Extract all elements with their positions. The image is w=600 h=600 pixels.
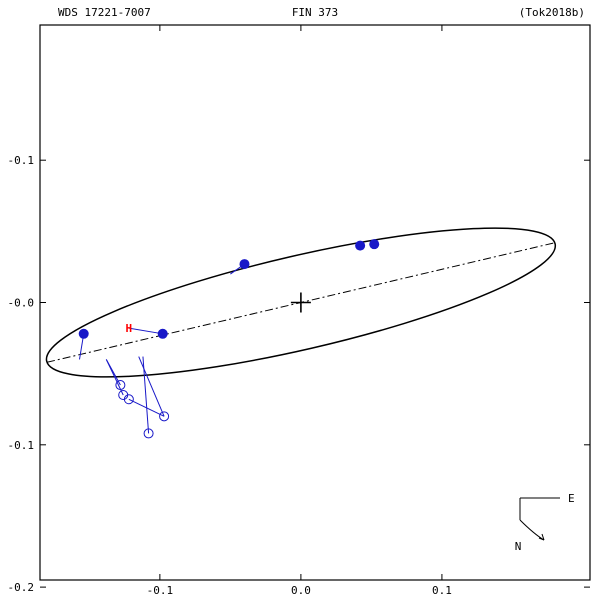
filled-point: [369, 239, 379, 249]
y-tick-label: -0.2: [8, 581, 35, 594]
epoch-marker: H: [126, 322, 133, 335]
filled-point: [79, 329, 89, 339]
y-tick-label: -0.1: [8, 439, 35, 452]
orbit-plot: WDS 17221-7007 FIN 373 (Tok2018b) -0.1 0.0 0.…: [0, 0, 600, 600]
header-left: WDS 17221-7007: [58, 6, 151, 19]
x-tick-label: -0.1: [147, 584, 174, 597]
filled-point: [158, 329, 168, 339]
x-tick-label: 0.0: [291, 584, 311, 597]
filled-point: [239, 259, 249, 269]
compass-e-label: E: [568, 492, 575, 505]
header-right: (Tok2018b): [519, 6, 585, 19]
x-tick-label: 0.1: [432, 584, 452, 597]
header-center: FIN 373: [292, 6, 338, 19]
compass-n-label: N: [515, 540, 522, 553]
filled-point: [355, 241, 365, 251]
y-tick-label: -0.1: [8, 154, 35, 167]
y-tick-label: -0.0: [8, 297, 35, 310]
